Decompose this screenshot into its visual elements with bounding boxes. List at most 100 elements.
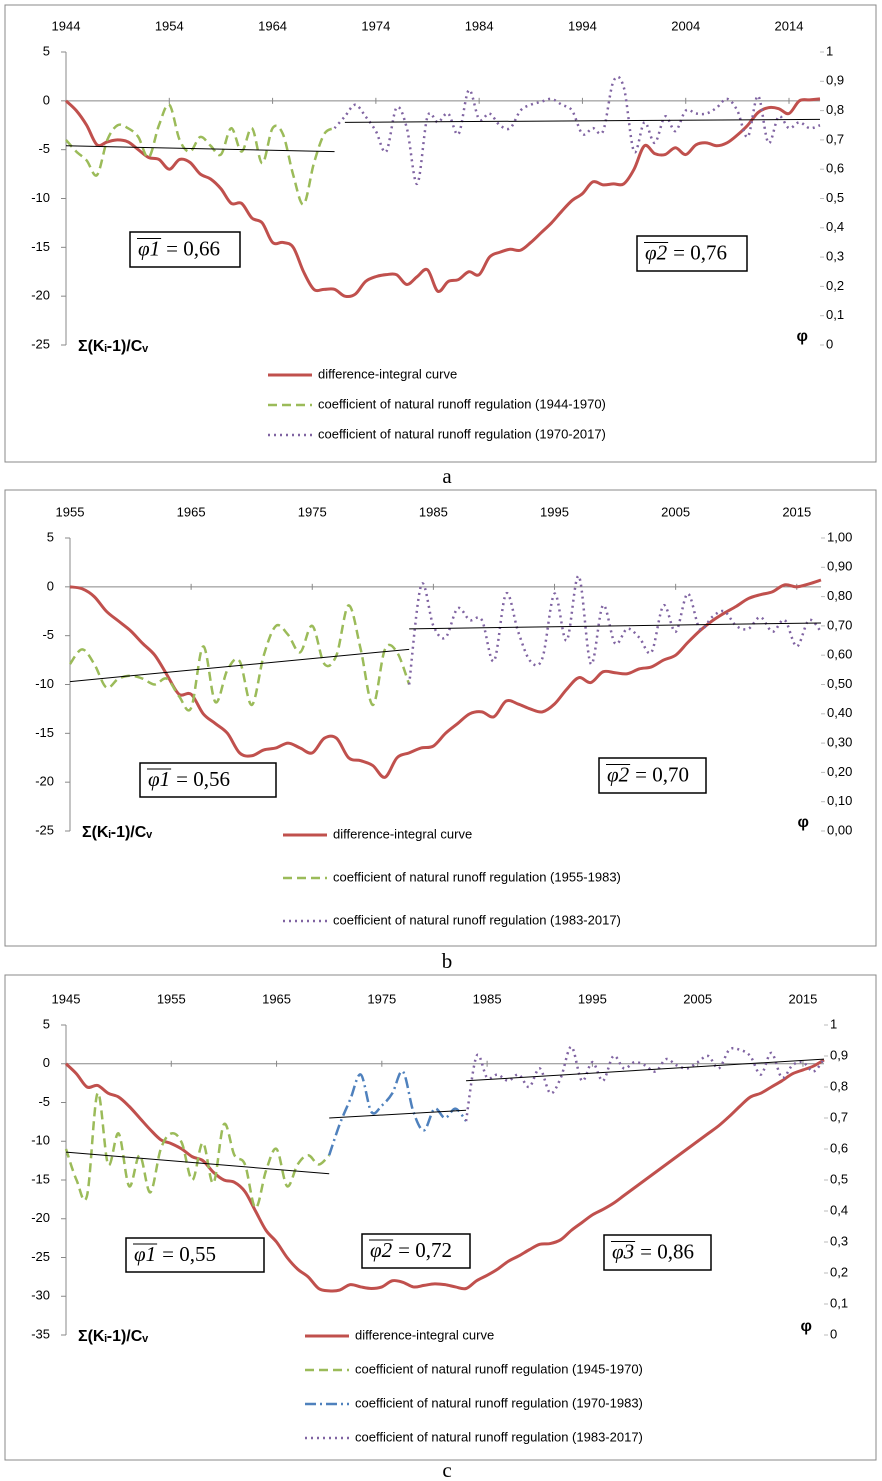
x-tick-label: 1995 — [540, 504, 569, 519]
y2-tick-label: 0,4 — [826, 219, 844, 234]
y2-tick-label: 0,3 — [826, 249, 844, 264]
y-tick-label: -15 — [35, 725, 54, 740]
series-line — [64, 97, 821, 299]
x-tick-label: 1985 — [473, 991, 502, 1006]
annotation-box — [129, 231, 241, 268]
y-tick-label: -25 — [35, 822, 54, 837]
y2-tick-label: 0,4 — [830, 1202, 848, 1217]
trend-line — [344, 118, 821, 123]
x-tick-label: 1985 — [419, 504, 448, 519]
legend-label: coefficient of natural runoff regulation… — [318, 426, 606, 441]
series-line — [333, 75, 821, 186]
x-tick-label: 2005 — [683, 991, 712, 1006]
annotation-symbol: φ2 — [607, 762, 630, 786]
y-axis-label: Σ(Kᵢ-1)/Cᵥ — [78, 338, 148, 355]
annotation-value: = 0,72 — [398, 1238, 452, 1262]
y2-tick-label: 0,80 — [827, 588, 852, 603]
annotation-symbol: φ1 — [148, 767, 170, 791]
annotation-box — [636, 235, 748, 272]
series-line — [328, 1070, 468, 1156]
y2-tick-label: 0,7 — [830, 1109, 848, 1124]
x-tick-label: 2015 — [788, 991, 817, 1006]
y2-tick-label: 0,50 — [827, 676, 852, 691]
caption: c — [442, 1458, 451, 1481]
x-tick-label: 1955 — [157, 991, 186, 1006]
y-axis-label: Σ(Kᵢ-1)/Cᵥ — [82, 824, 152, 841]
x-tick-label: 1965 — [262, 991, 291, 1006]
y2-axis-label: φ — [798, 814, 809, 831]
x-tick-label: 1995 — [578, 991, 607, 1006]
y-tick-label: -10 — [31, 190, 50, 205]
annotation-value: = 0,86 — [640, 1239, 694, 1263]
annotation-symbol: φ1 — [134, 1242, 156, 1266]
y-tick-label: -10 — [35, 676, 54, 691]
x-tick-label: 2004 — [671, 18, 700, 33]
trend-line — [409, 622, 822, 630]
x-tick-label: 1955 — [56, 504, 85, 519]
y2-tick-label: 0,1 — [826, 307, 844, 322]
y2-tick-label: 0,00 — [827, 822, 852, 837]
y2-tick-label: 0,2 — [826, 278, 844, 293]
annotation-symbol: φ3 — [612, 1239, 634, 1263]
x-tick-label: 1964 — [258, 18, 287, 33]
series-line — [407, 574, 822, 685]
legend-label: difference-integral curve — [355, 1327, 494, 1342]
y-tick-label: -25 — [31, 1249, 50, 1264]
y2-tick-label: 0,5 — [826, 190, 844, 205]
x-tick-label: 1965 — [177, 504, 206, 519]
y-tick-label: 0 — [43, 92, 50, 107]
chart-frame — [4, 4, 877, 463]
x-tick-label: 2015 — [782, 504, 811, 519]
y2-tick-label: 0,30 — [827, 735, 852, 750]
x-tick-label: 1945 — [52, 991, 81, 1006]
y2-axis-label: φ — [797, 328, 808, 345]
y2-tick-label: 0,1 — [830, 1295, 848, 1310]
legend-label: coefficient of natural runoff regulation… — [355, 1429, 643, 1444]
trend-line — [69, 648, 410, 683]
x-tick-label: 1975 — [298, 504, 327, 519]
y2-tick-label: 0,10 — [827, 793, 852, 808]
y-tick-label: -20 — [35, 774, 54, 789]
y2-tick-label: 1,00 — [827, 529, 852, 544]
legend-label: coefficient of natural runoff regulation… — [355, 1395, 643, 1410]
y2-tick-label: 0,6 — [830, 1140, 848, 1155]
series-line — [464, 1045, 826, 1122]
trend-line — [329, 1109, 467, 1119]
annotation-symbol: φ2 — [370, 1238, 393, 1262]
y-tick-label: -10 — [31, 1133, 50, 1148]
y2-tick-label: 0,7 — [826, 131, 844, 146]
y-tick-label: -15 — [31, 239, 50, 254]
y-tick-label: -5 — [38, 141, 50, 156]
y2-tick-label: 0,60 — [827, 647, 852, 662]
x-tick-label: 1974 — [361, 18, 390, 33]
y2-tick-label: 0,9 — [830, 1047, 848, 1062]
x-tick-label: 1984 — [465, 18, 494, 33]
y2-tick-label: 0,8 — [826, 102, 844, 117]
annotation-value: = 0,55 — [162, 1242, 216, 1266]
y-tick-label: 5 — [43, 43, 50, 58]
y2-tick-label: 0,70 — [827, 617, 852, 632]
legend-label: difference-integral curve — [318, 366, 457, 381]
caption: b — [442, 949, 453, 973]
y2-tick-label: 0,40 — [827, 705, 852, 720]
legend-label: coefficient of natural runoff regulation… — [355, 1361, 643, 1376]
y2-tick-label: 0,6 — [826, 161, 844, 176]
y2-axis-label: φ — [801, 1318, 812, 1335]
annotation-value: = 0,76 — [673, 240, 727, 264]
chart-frame — [4, 974, 877, 1461]
chart-frame — [4, 489, 877, 947]
y-axis-label: Σ(Kᵢ-1)/Cᵥ — [78, 1328, 148, 1345]
trend-line — [65, 145, 335, 153]
y2-tick-label: 0,2 — [830, 1264, 848, 1279]
y2-tick-label: 0 — [826, 336, 833, 351]
legend-label: coefficient of natural runoff regulation… — [333, 869, 621, 884]
y-tick-label: 5 — [47, 529, 54, 544]
y2-tick-label: 0,5 — [830, 1171, 848, 1186]
annotation-value: = 0,66 — [166, 236, 220, 260]
series-line — [64, 1058, 825, 1293]
y-tick-label: -15 — [31, 1171, 50, 1186]
y2-tick-label: 0,3 — [830, 1233, 848, 1248]
annotation-value: = 0,56 — [176, 767, 230, 791]
annotation-box — [603, 1234, 712, 1271]
